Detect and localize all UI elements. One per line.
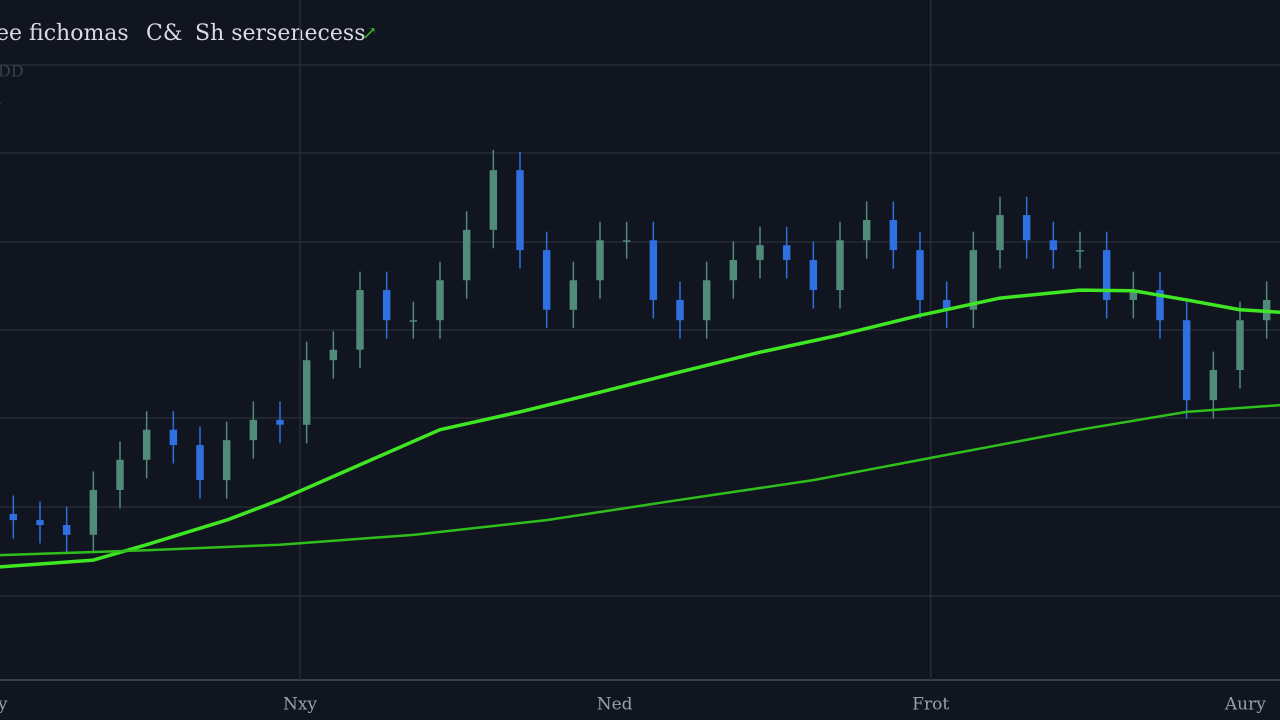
candle-body	[436, 280, 444, 321]
x-tick-label: Frot	[912, 695, 949, 715]
candle-body	[169, 429, 178, 446]
candle-body	[1049, 240, 1058, 251]
candle-body	[1076, 250, 1084, 252]
x-tick-label: y	[0, 695, 8, 715]
candle-body	[249, 419, 258, 441]
candle-body	[36, 520, 44, 526]
candle-body	[969, 250, 978, 310]
candle-body	[916, 250, 924, 300]
candle-body	[329, 349, 338, 361]
candle-body	[782, 245, 791, 260]
candle-body	[862, 219, 871, 241]
candle-body	[462, 229, 471, 281]
x-tick-label: Nxy	[283, 695, 317, 715]
candle-body	[1209, 370, 1218, 401]
candle-body	[889, 219, 898, 251]
candle-body	[676, 299, 684, 321]
title-part: C&	[146, 21, 182, 46]
candle-body	[1102, 250, 1111, 300]
candle-body	[622, 240, 631, 242]
candle-body	[729, 259, 738, 281]
title-part: ee fichomas	[0, 21, 129, 46]
candle-body	[116, 459, 124, 490]
candle-body	[942, 299, 951, 310]
candle-body	[489, 170, 498, 230]
candle-body	[516, 170, 524, 251]
title-part: Sh sersenecess	[195, 21, 365, 46]
moving-average-line	[0, 288, 1280, 569]
candle-body	[649, 240, 658, 300]
candle-body	[1129, 290, 1138, 300]
candle-body	[809, 259, 818, 291]
trend-icon: ↗	[362, 23, 377, 44]
x-tick-label: Aury	[1224, 695, 1266, 715]
candle-body	[222, 440, 231, 481]
candle-body	[1156, 290, 1164, 321]
x-tick-label: Ned	[597, 695, 633, 715]
candle-body	[196, 445, 204, 481]
candle-body	[382, 290, 391, 321]
moving-average-line	[0, 403, 1280, 557]
candle-body	[542, 250, 551, 310]
candle-body	[836, 240, 844, 291]
candle-body	[62, 525, 71, 535]
candle-body	[142, 429, 151, 460]
candle-body	[1022, 215, 1031, 241]
candle-body	[276, 419, 284, 425]
candle-body	[596, 240, 604, 281]
candle-body	[756, 245, 764, 260]
candle-body	[89, 489, 98, 535]
candle-body	[569, 280, 578, 310]
candle-body	[996, 215, 1004, 251]
indicator-icon: ›	[0, 96, 2, 112]
candle-body	[9, 513, 18, 521]
candle-body	[409, 320, 418, 322]
candle-body	[302, 360, 311, 425]
candle-body	[1236, 320, 1244, 371]
subtitle: DD	[0, 62, 24, 81]
candle-body	[1182, 320, 1191, 401]
candle-body	[702, 280, 711, 321]
candle-body	[356, 290, 364, 350]
